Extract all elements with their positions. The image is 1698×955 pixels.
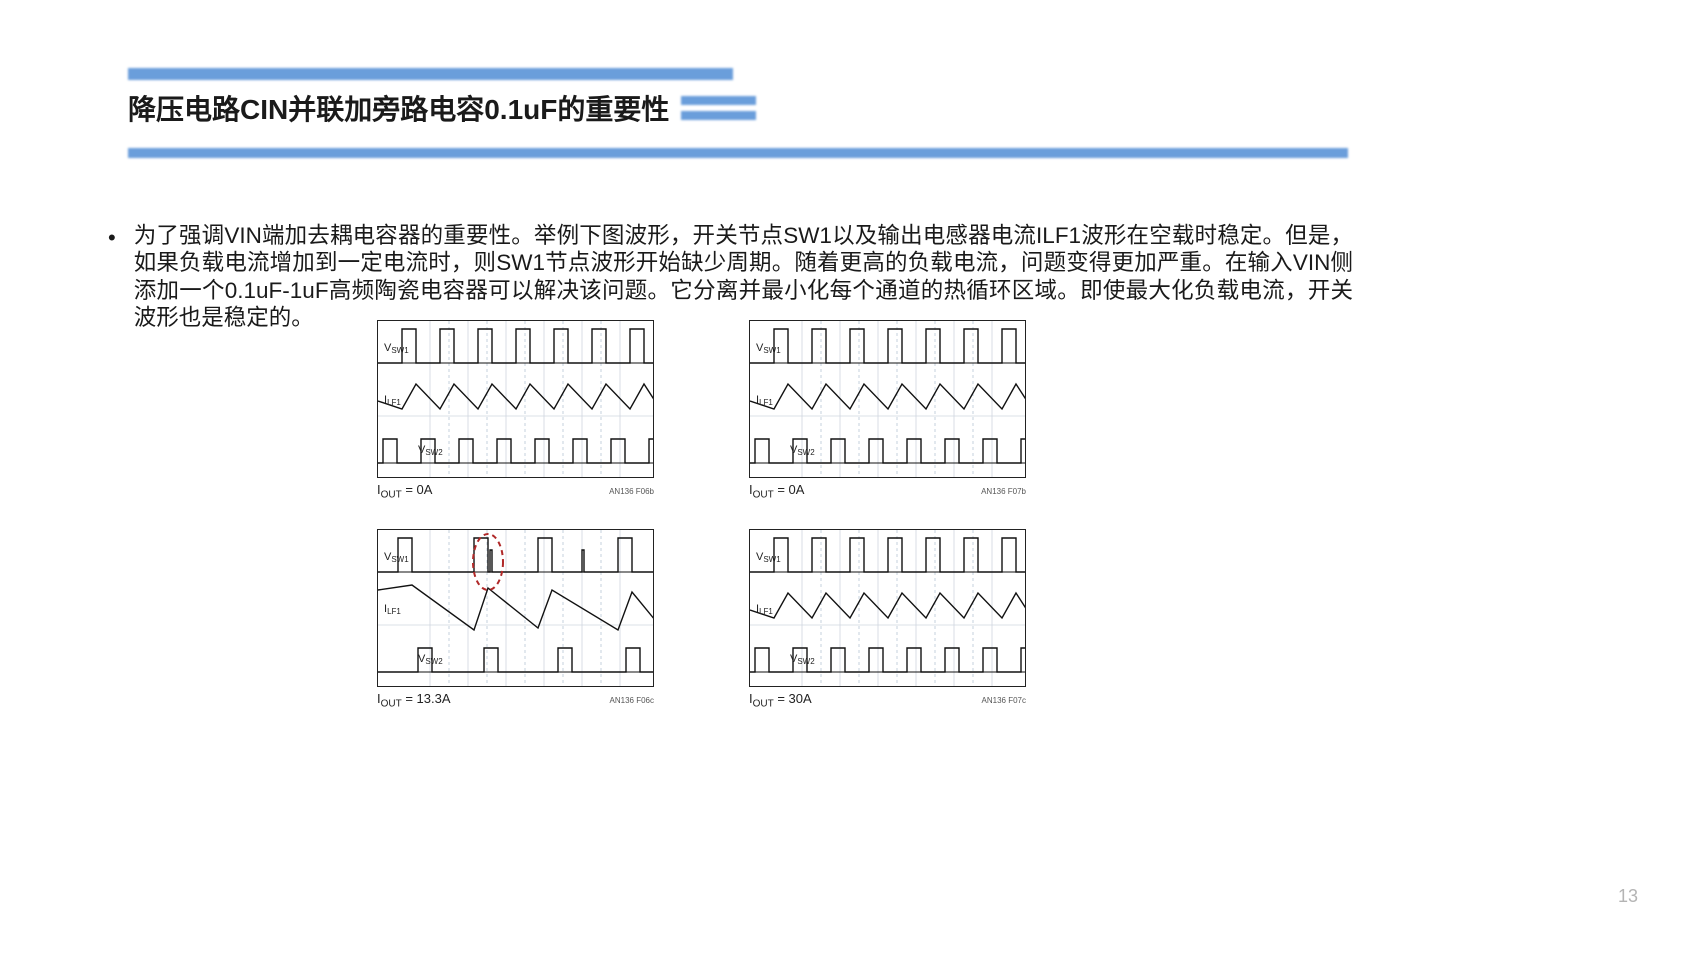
- trace-ilf1: [750, 593, 1026, 618]
- accent-bar-short: [681, 96, 756, 105]
- label-ilf1: ILF1: [756, 603, 773, 616]
- scope-svg: VSW1 ILF1 VSW2: [377, 320, 654, 478]
- figure-column-right: VSW1 ILF1 VSW2 IOUT = 0A AN136 F07b: [749, 320, 1026, 709]
- bullet-item: • 为了强调VIN端加去耦电容器的重要性。举例下图波形，开关节点SW1以及输出电…: [108, 222, 1353, 332]
- scope-svg: VSW1 ILF1 VSW2: [377, 529, 654, 687]
- accent-bar-short: [681, 111, 756, 120]
- scope-ref-label: AN136 F06c: [610, 696, 654, 705]
- header-divider: [128, 148, 1348, 158]
- trace-ilf1: [750, 384, 1026, 409]
- trace-ilf1: [378, 384, 654, 409]
- scope-caption-row: IOUT = 13.3A AN136 F06c: [377, 691, 654, 710]
- body-paragraph: 为了强调VIN端加去耦电容器的重要性。举例下图波形，开关节点SW1以及输出电感器…: [134, 222, 1353, 332]
- scope-caption-row: IOUT = 30A AN136 F07c: [749, 691, 1026, 710]
- scope-svg: VSW1 ILF1 VSW2: [749, 320, 1026, 478]
- scope-panel-bottom-left: VSW1 ILF1 VSW2 IOUT = 13.3A AN136 F06c: [377, 529, 654, 710]
- scope-panel-bottom-right: VSW1 ILF1 VSW2 IOUT = 30A AN136 F07c: [749, 529, 1026, 710]
- scope-panel-top-right: VSW1 ILF1 VSW2 IOUT = 0A AN136 F07b: [749, 320, 1026, 501]
- scope-panel-top-left: VSW1 ILF1 VSW2 IOUT = 0A AN136 F06b: [377, 320, 654, 501]
- label-vsw1: VSW1: [756, 342, 781, 355]
- body-text-block: • 为了强调VIN端加去耦电容器的重要性。举例下图波形，开关节点SW1以及输出电…: [108, 222, 1353, 332]
- label-vsw1: VSW1: [384, 551, 409, 564]
- trace-vsw1-anomaly: [378, 538, 654, 572]
- trace-ilf1-anomaly: [378, 585, 654, 630]
- figure-column-left: VSW1 ILF1 VSW2 IOUT = 0A AN136 F06b: [377, 320, 654, 709]
- caption-iout: IOUT = 0A: [749, 482, 804, 497]
- slide-header: 降压电路CIN并联加旁路电容0.1uF的重要性: [128, 68, 1348, 128]
- scope-ref-label: AN136 F06b: [609, 487, 654, 496]
- trace-vsw1: [750, 538, 1026, 572]
- label-ilf1: ILF1: [384, 603, 401, 616]
- label-vsw2: VSW2: [790, 444, 815, 457]
- label-vsw2: VSW2: [418, 444, 443, 457]
- label-ilf1: ILF1: [756, 394, 773, 407]
- scope-ref-label: AN136 F07b: [981, 487, 1026, 496]
- scope-svg: VSW1 ILF1 VSW2: [749, 529, 1026, 687]
- caption-iout: IOUT = 13.3A: [377, 691, 451, 706]
- figures-grid: VSW1 ILF1 VSW2 IOUT = 0A AN136 F06b: [377, 320, 1026, 709]
- trace-vsw1: [750, 329, 1026, 363]
- label-ilf1: ILF1: [384, 394, 401, 407]
- title-side-accent: [681, 96, 756, 120]
- label-vsw2: VSW2: [790, 653, 815, 666]
- scope-caption: IOUT = 13.3A: [377, 691, 451, 710]
- scope-caption: IOUT = 0A: [749, 482, 804, 501]
- caption-iout: IOUT = 0A: [377, 482, 432, 497]
- caption-iout: IOUT = 30A: [749, 691, 812, 706]
- bullet-marker: •: [108, 224, 116, 252]
- label-vsw1: VSW1: [384, 342, 409, 355]
- title-row: 降压电路CIN并联加旁路电容0.1uF的重要性: [128, 88, 1348, 128]
- scope-ref-label: AN136 F07c: [982, 696, 1026, 705]
- trace-vsw1: [378, 329, 654, 363]
- label-vsw2: VSW2: [418, 653, 443, 666]
- header-accent-top: [128, 68, 1348, 80]
- scope-caption: IOUT = 30A: [749, 691, 812, 710]
- scope-caption: IOUT = 0A: [377, 482, 432, 501]
- accent-bar: [128, 68, 733, 80]
- page-number: 13: [1618, 886, 1638, 907]
- scope-caption-row: IOUT = 0A AN136 F06b: [377, 482, 654, 501]
- slide-title: 降压电路CIN并联加旁路电容0.1uF的重要性: [128, 88, 669, 128]
- scope-caption-row: IOUT = 0A AN136 F07b: [749, 482, 1026, 501]
- label-vsw1: VSW1: [756, 551, 781, 564]
